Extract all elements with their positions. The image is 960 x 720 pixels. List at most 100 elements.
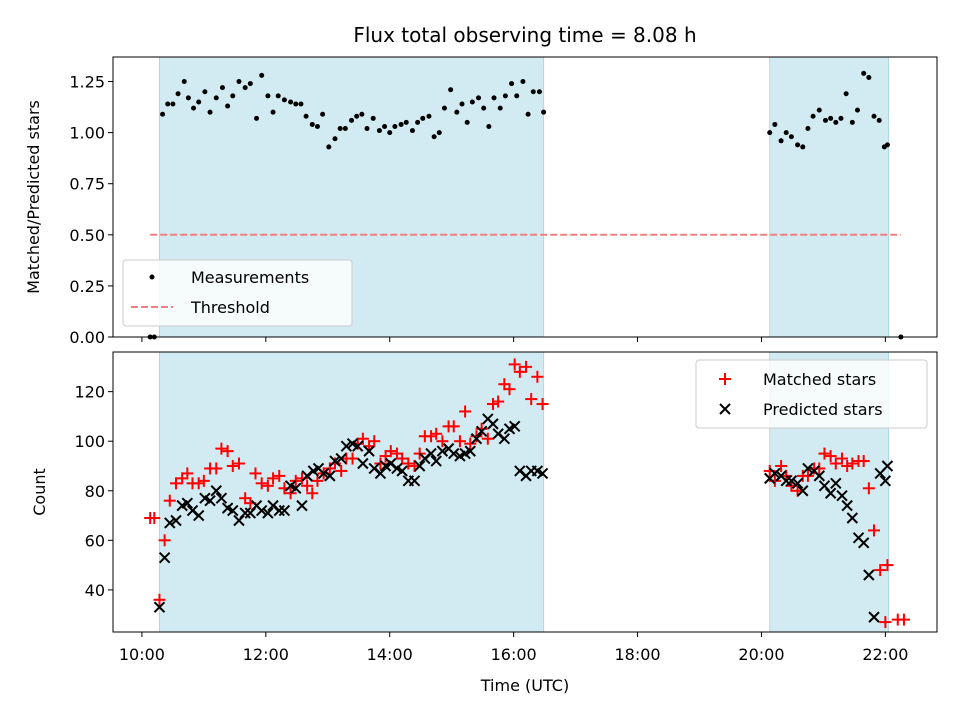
measurement-point (202, 89, 208, 95)
matched-star-point (402, 457, 415, 470)
x-stroke (215, 492, 228, 504)
x-stroke (250, 499, 263, 512)
matched-star-point (301, 479, 314, 492)
x-stroke (808, 465, 820, 477)
measurement-point (342, 126, 348, 132)
predicted-star-point (508, 420, 521, 433)
measurement-point (181, 79, 187, 85)
x-stroke (425, 447, 437, 460)
measurement-point (866, 74, 872, 80)
y-tick-label: 0.75 (69, 175, 105, 194)
bottom-axes-frame (112, 351, 938, 633)
measurement-point (298, 101, 304, 107)
measurement-point (778, 138, 784, 144)
predicted-star-point (164, 517, 176, 529)
matched-star-point (775, 459, 788, 472)
measurement-point (788, 134, 794, 140)
measurement-point (838, 115, 844, 121)
measurement-point (225, 103, 231, 109)
matched-star-point (210, 462, 223, 475)
x-tick-label: 18:00 (614, 645, 660, 664)
x-stroke (475, 425, 488, 437)
measurement-point (207, 109, 213, 115)
measurement-point (502, 93, 508, 99)
y-tick-label: 80 (85, 482, 105, 501)
x-stroke (346, 437, 359, 450)
measurement-point (270, 109, 276, 115)
matched-star-point (862, 482, 875, 495)
x-tick-label: 12:00 (243, 645, 289, 664)
predicted-star-point (881, 460, 894, 472)
x-stroke (158, 551, 171, 564)
matched-star-point (425, 430, 438, 443)
matched-star-point (158, 534, 171, 547)
x-stroke (813, 470, 825, 482)
predicted-star-point (863, 569, 875, 581)
predicted-star-point (857, 537, 870, 549)
measurement-point (767, 130, 773, 136)
predicted-star-point (448, 447, 460, 460)
measurement-point (247, 81, 253, 87)
predicted-star-point (278, 504, 291, 517)
measurement-point (459, 101, 465, 107)
measurement-point (541, 109, 547, 115)
x-stroke (785, 475, 798, 487)
matched-star-point (197, 474, 210, 487)
predicted-star-point (153, 601, 166, 613)
matched-star-point (430, 427, 443, 440)
x-stroke (791, 477, 804, 490)
matched-star-point (289, 474, 302, 487)
x-stroke (278, 504, 291, 517)
x-stroke (879, 475, 892, 487)
measurement-point (364, 126, 370, 132)
measurement-point (783, 130, 789, 136)
matched-star-point (396, 452, 409, 465)
matched-star-point (335, 464, 348, 477)
measurement-point (525, 111, 531, 117)
measurement-point (230, 93, 236, 99)
predicted-star-point (430, 455, 442, 467)
predicted-star-point (324, 470, 336, 482)
measurement-point (822, 117, 828, 123)
legend-threshold-label: Threshold (190, 298, 270, 317)
measurement-point (810, 113, 816, 119)
measurement-point (160, 111, 166, 117)
measurement-point (392, 123, 398, 129)
measurement-point (293, 101, 299, 107)
x-stroke (780, 475, 792, 487)
matched-star-point (368, 435, 381, 448)
matched-star-point (169, 477, 182, 490)
predicted-star-point (239, 507, 251, 519)
measurement-point (165, 101, 171, 107)
predicted-star-point (396, 465, 408, 477)
measurement-point (497, 105, 503, 111)
count-panel: 40 60 80 100 120 10:00 12:00 14:00 16:00 18:00 20… (30, 351, 938, 695)
x-stroke (830, 477, 842, 490)
x-stroke (863, 569, 875, 581)
bottom-legend-box (695, 359, 928, 429)
predicted-star-point (791, 477, 804, 490)
x-stroke (413, 460, 426, 472)
matched-star-point (897, 613, 910, 626)
matched-star-point (192, 477, 205, 490)
measurement-point (332, 136, 338, 142)
measurement-point (320, 111, 326, 117)
predicted-star-point (846, 512, 859, 524)
measurement-point (370, 115, 376, 121)
top-y-axis-label: Matched/Predicted stars (24, 100, 43, 294)
predicted-star-point (181, 497, 194, 509)
x-stroke (210, 485, 222, 497)
x-stroke (852, 532, 865, 544)
x-stroke (290, 482, 302, 494)
predicted-star-point (475, 425, 488, 437)
predicted-star-point (374, 467, 387, 480)
measurement-point (359, 111, 365, 117)
legend-measurements-label: Measurements (191, 268, 309, 287)
legend-predicted-label: Predicted stars (763, 400, 883, 419)
x-axis-label: Time (UTC) (480, 676, 569, 695)
y-tick-label: 0.25 (69, 277, 105, 296)
x-stroke (836, 490, 848, 502)
matched-star-point (818, 447, 831, 460)
measurement-point (849, 119, 855, 125)
